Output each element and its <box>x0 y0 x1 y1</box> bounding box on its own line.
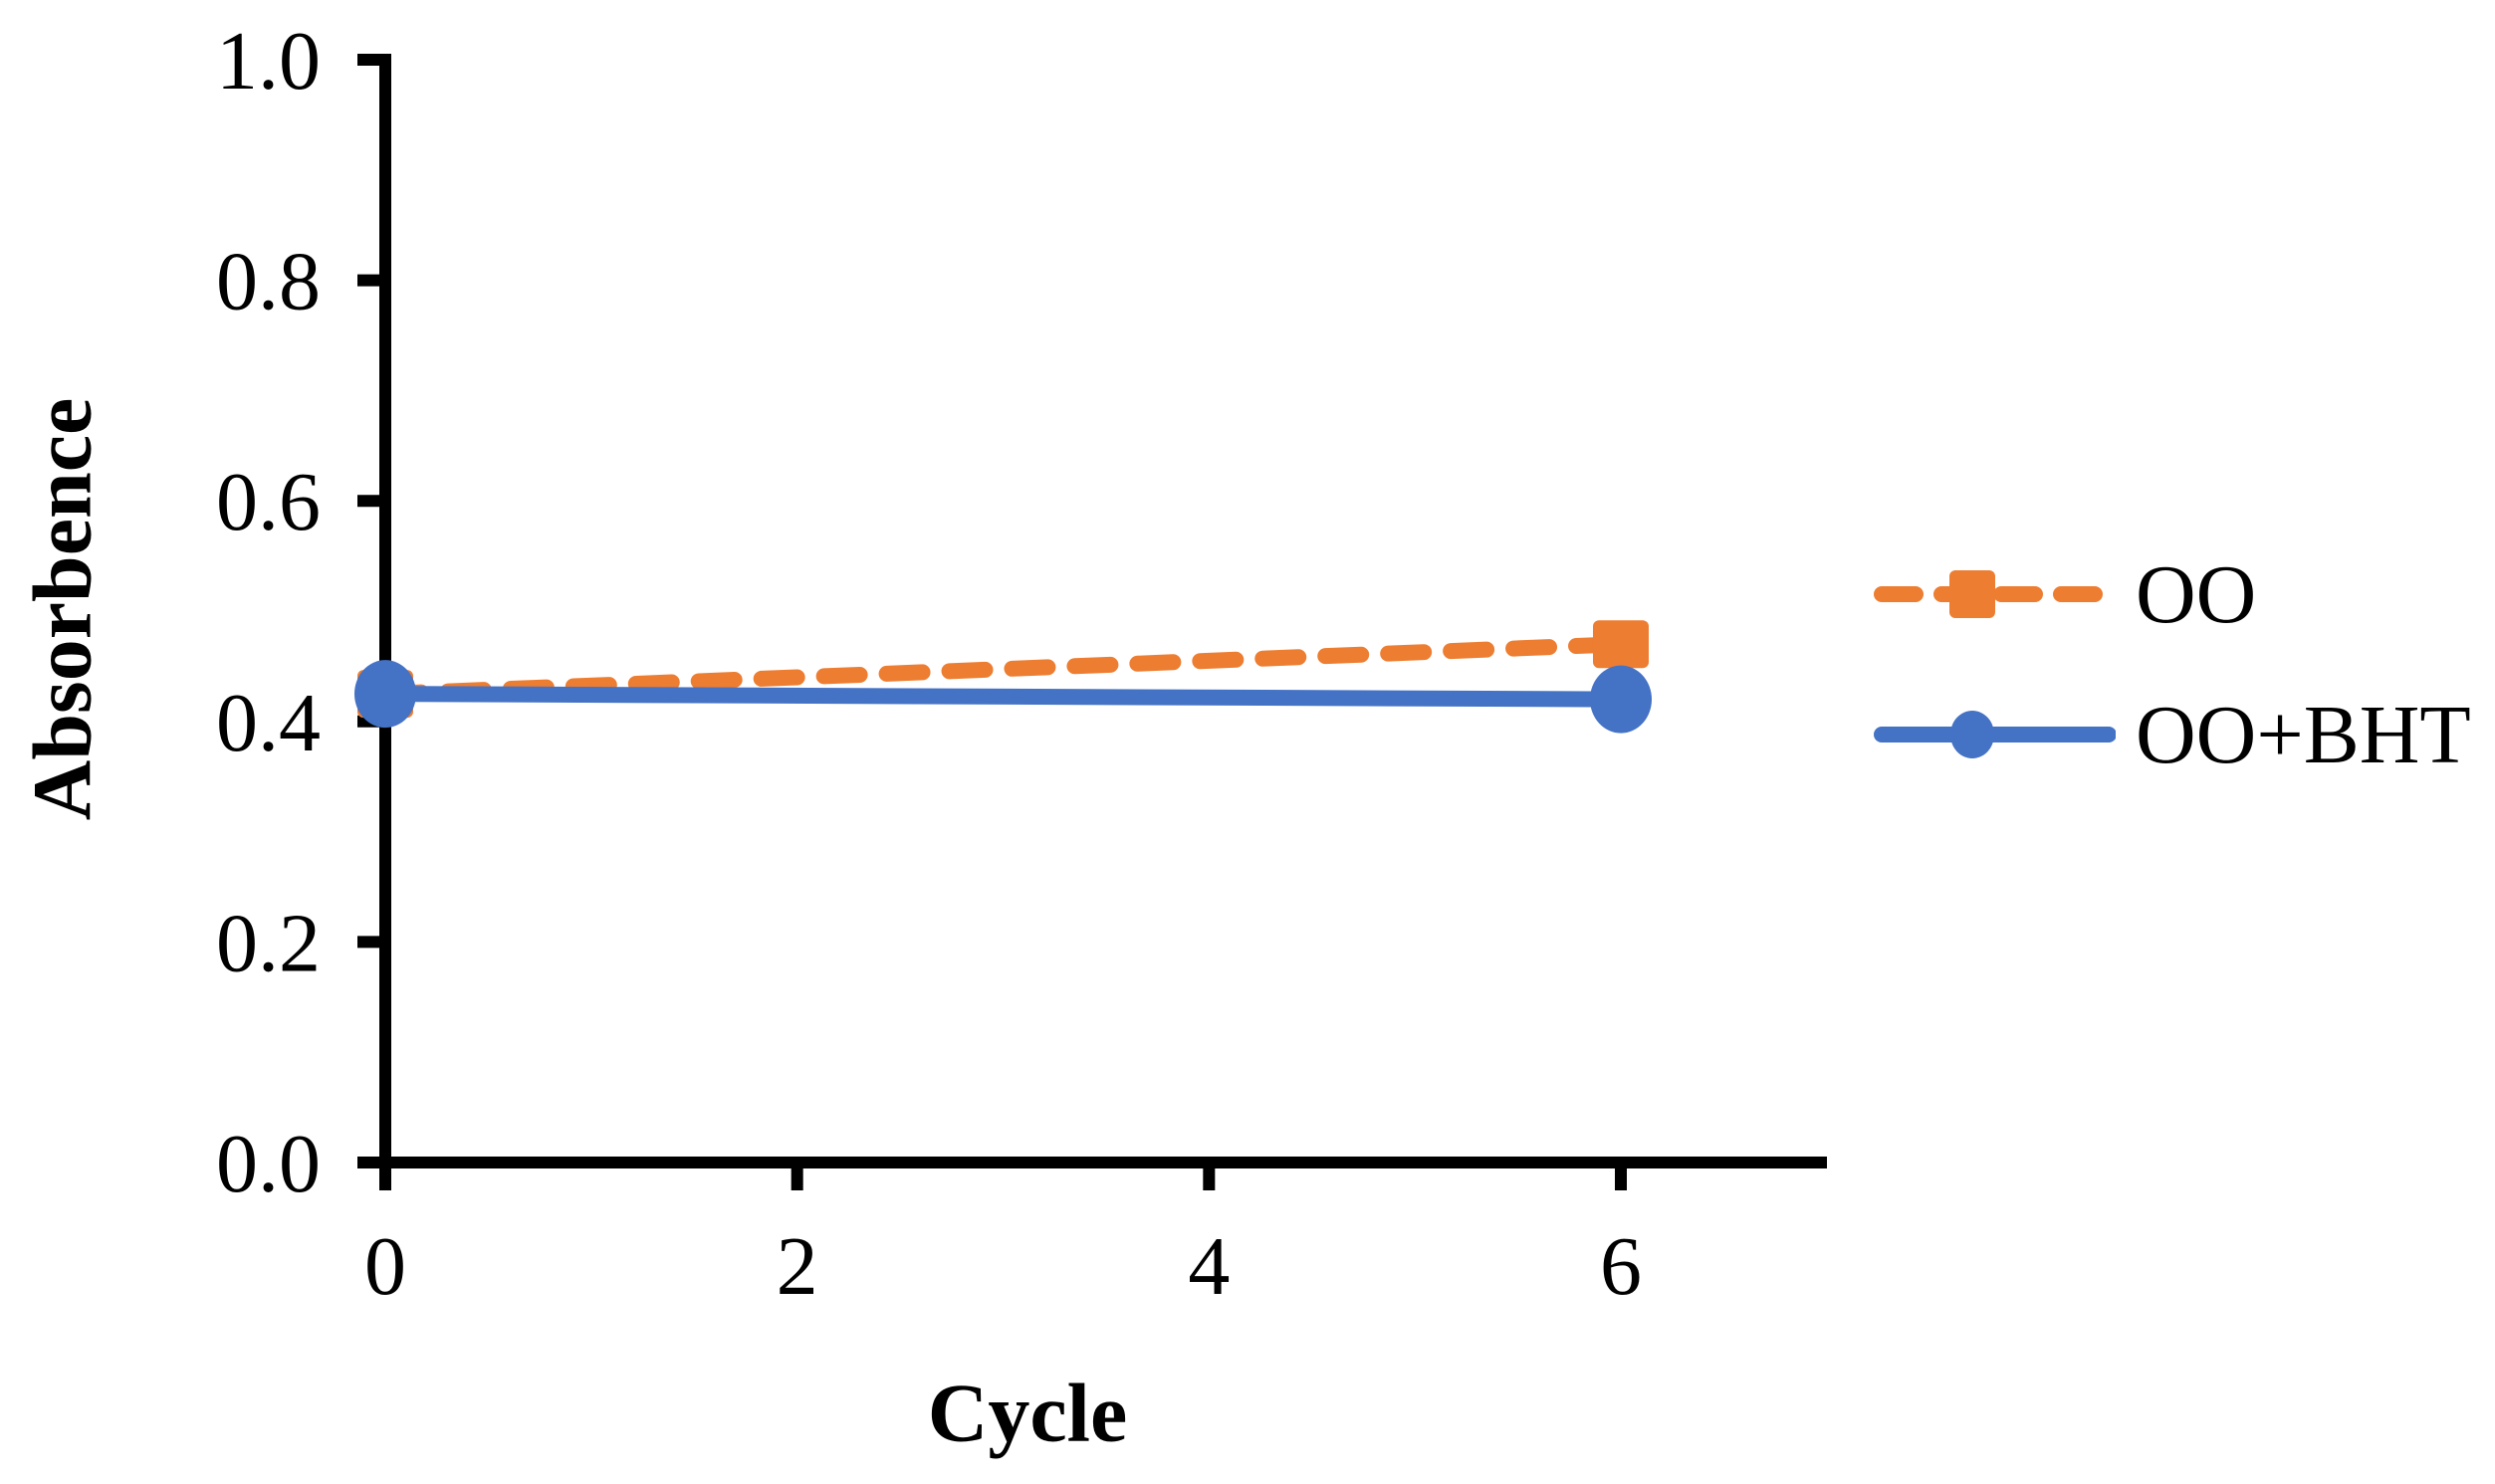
y-tick-label: 0.4 <box>216 677 321 769</box>
series-line-OO+BHT <box>384 686 1622 708</box>
legend-sample-solid-line-icon <box>1874 711 2116 758</box>
marker-square-OO <box>1592 620 1649 669</box>
y-tick-label: 0.8 <box>216 236 321 328</box>
x-tick-label: 0 <box>364 1220 406 1313</box>
legend-label: OO <box>2136 547 2257 641</box>
legend-label: OO+BHT <box>2136 688 2471 781</box>
y-axis-label: Absorbence <box>16 397 110 821</box>
y-tick-label: 0.6 <box>216 456 321 548</box>
y-tick-label: 0.2 <box>216 897 321 989</box>
x-tick-label: 6 <box>1600 1220 1642 1313</box>
marker-circle-OO+BHT <box>1589 665 1652 734</box>
series-line-OO <box>377 636 1629 703</box>
legend-item-OO+BHT: OO+BHT <box>1872 689 2471 781</box>
x-tick-label: 2 <box>777 1220 818 1313</box>
x-axis-label: Cycle <box>927 1367 1128 1460</box>
legend-marker-square-icon <box>1949 570 1995 618</box>
legend: OO OO+BHT <box>1872 548 2471 781</box>
y-tick-label: 1.0 <box>216 15 321 107</box>
legend-sample-dashed-line-icon <box>1874 570 2116 618</box>
x-tick-label: 4 <box>1188 1220 1230 1313</box>
y-tick-label: 0.0 <box>216 1118 321 1210</box>
marker-circle-OO+BHT <box>354 660 416 729</box>
legend-marker-circle-icon <box>1950 711 1994 758</box>
legend-item-OO: OO <box>1872 548 2471 641</box>
